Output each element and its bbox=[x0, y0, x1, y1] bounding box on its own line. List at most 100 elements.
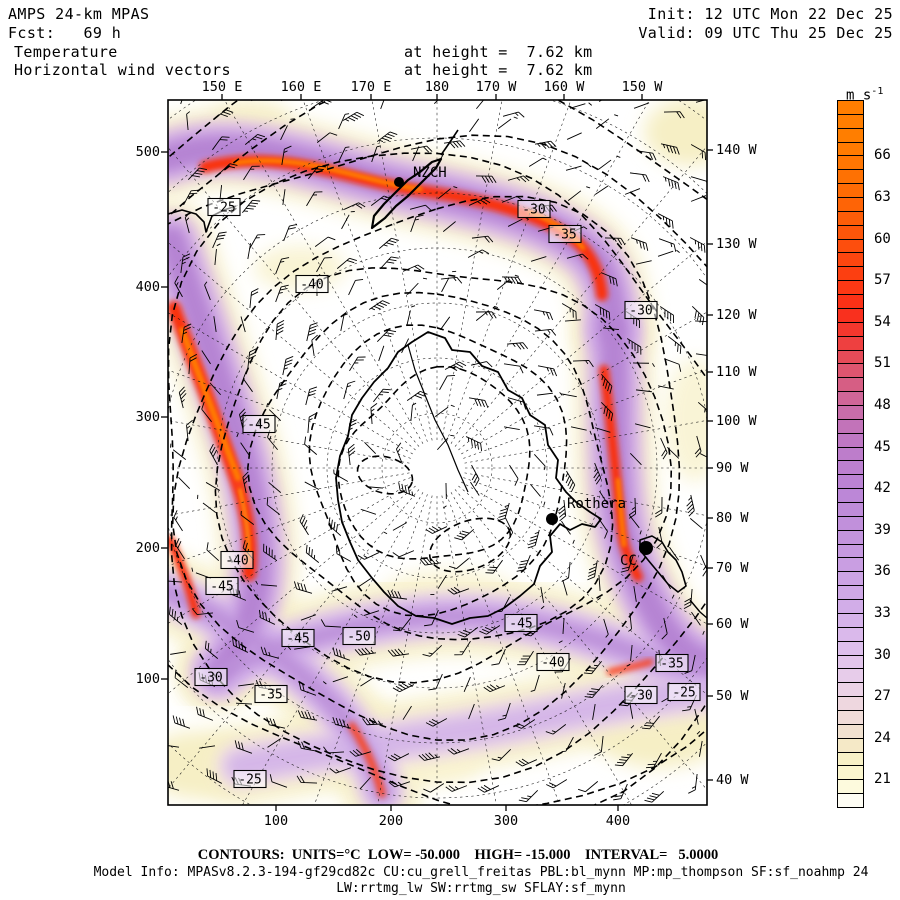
colorbar-cell bbox=[837, 210, 864, 226]
colorbar-cell bbox=[837, 127, 864, 143]
contour-label: -35 bbox=[548, 224, 582, 244]
svg-text:-30: -30 bbox=[199, 671, 222, 686]
colorbar-cell bbox=[837, 363, 864, 379]
svg-text:-50: -50 bbox=[347, 630, 370, 645]
x-axis-label: 100 bbox=[263, 813, 289, 829]
colorbar-cell bbox=[837, 224, 864, 240]
colorbar-cell bbox=[837, 418, 864, 434]
y-axis-label: 500 bbox=[135, 144, 160, 160]
colorbar-cell bbox=[837, 599, 864, 614]
colorbar-cell bbox=[837, 751, 864, 767]
colorbar-cell bbox=[837, 252, 864, 268]
station-marker bbox=[546, 513, 558, 525]
colorbar-tick-label: 63 bbox=[874, 189, 891, 206]
colorbar-cell bbox=[837, 183, 864, 199]
init-time: Init: 12 UTC Mon 22 Dec 25 bbox=[647, 5, 893, 23]
contour-label: -30 bbox=[194, 667, 228, 687]
svg-text:-35: -35 bbox=[553, 228, 576, 243]
contour-label: -25 bbox=[207, 197, 241, 217]
lon-label-top: 150 E bbox=[201, 79, 243, 95]
colorbar-cell bbox=[837, 640, 864, 656]
svg-text:-45: -45 bbox=[286, 632, 309, 647]
page-title: AMPS 24-km MPAS bbox=[8, 5, 150, 23]
contour-label: -40 bbox=[220, 550, 254, 570]
svg-text:-30: -30 bbox=[629, 304, 652, 319]
contour-label: -45 bbox=[205, 576, 239, 596]
colorbar-cell bbox=[837, 723, 864, 739]
lon-label-right: 110 W bbox=[716, 364, 757, 380]
svg-text:-40: -40 bbox=[541, 656, 564, 671]
svg-text:-25: -25 bbox=[212, 201, 235, 216]
height-label-2: at height = 7.62 km bbox=[404, 61, 593, 79]
lon-label-right: 40 W bbox=[716, 772, 749, 788]
lon-label-top: 170 W bbox=[475, 79, 517, 95]
colorbar-cell bbox=[837, 529, 864, 545]
colorbar-tick-label: 48 bbox=[874, 396, 891, 413]
colorbar-cell bbox=[837, 238, 864, 254]
colorbar-cell bbox=[837, 654, 864, 670]
colorbar-cell bbox=[837, 488, 864, 504]
station-label: Rothera bbox=[567, 496, 626, 512]
lon-label-top: 180 bbox=[424, 79, 450, 95]
colorbar-cell bbox=[837, 543, 864, 559]
contour-label: -30 bbox=[624, 300, 658, 320]
colorbar-tick-label: 30 bbox=[874, 646, 891, 663]
lon-label-right: 130 W bbox=[716, 236, 757, 252]
colorbar-cell bbox=[837, 668, 864, 684]
field-wind: Horizontal wind vectors bbox=[14, 61, 231, 79]
colorbar-cell bbox=[837, 765, 864, 781]
colorbar-tick-label: 24 bbox=[874, 729, 891, 746]
colorbar-cell bbox=[837, 432, 864, 448]
lon-label-right: 90 W bbox=[716, 460, 749, 476]
colorbar-cell bbox=[837, 404, 864, 420]
contour-label: -45 bbox=[242, 414, 276, 434]
field-temperature: Temperature bbox=[14, 43, 118, 61]
lon-label-right: 60 W bbox=[716, 616, 749, 632]
colorbar-cell bbox=[837, 571, 864, 587]
contour-label: -35 bbox=[655, 653, 689, 673]
wind-speed-colorbar bbox=[837, 100, 864, 808]
contour-label: -45 bbox=[504, 613, 538, 633]
colorbar-cell bbox=[837, 515, 864, 531]
x-axis-label: 400 bbox=[605, 813, 631, 829]
svg-text:-35: -35 bbox=[660, 657, 683, 672]
lon-label-right: 120 W bbox=[716, 307, 757, 323]
svg-text:-45: -45 bbox=[247, 418, 270, 433]
colorbar-cell bbox=[837, 557, 864, 573]
lon-label-top: 160 W bbox=[543, 79, 585, 95]
svg-text:-30: -30 bbox=[522, 203, 545, 218]
contour-label: -35 bbox=[254, 684, 288, 704]
y-axis-label: 100 bbox=[135, 671, 160, 687]
lon-label-right: 140 W bbox=[716, 142, 757, 158]
colorbar-tick-label: 60 bbox=[874, 230, 891, 247]
station-label: CC bbox=[620, 553, 637, 569]
forecast-hour: Fcst: 69 h bbox=[8, 24, 122, 42]
colorbar-cell bbox=[837, 307, 864, 323]
svg-text:-25: -25 bbox=[238, 773, 261, 788]
colorbar-cell bbox=[837, 612, 864, 628]
lon-label-top: 160 E bbox=[280, 79, 322, 95]
contour-label: -30 bbox=[517, 199, 551, 219]
colorbar-units: m s-1 bbox=[846, 86, 884, 104]
colorbar-cell bbox=[837, 294, 864, 309]
station-label: NZCH bbox=[413, 165, 447, 181]
svg-text:-45: -45 bbox=[509, 617, 532, 632]
contour-label: -50 bbox=[342, 626, 376, 646]
svg-text:-30: -30 bbox=[629, 689, 652, 704]
lon-label-right: 80 W bbox=[716, 510, 749, 526]
contour-info-line: CONTOURS: UNITS=°C LOW= -50.000 HIGH= -1… bbox=[197, 847, 719, 863]
colorbar-cell bbox=[837, 155, 864, 171]
colorbar-cell bbox=[837, 391, 864, 406]
stations: NZCH Rothera CC bbox=[394, 165, 653, 569]
physics-info-line: LW:rrtmg_lw SW:rrtmg_sw SFLAY:sf_mynn bbox=[336, 881, 626, 896]
colorbar-cell bbox=[837, 335, 864, 351]
svg-text:-40: -40 bbox=[225, 554, 248, 569]
contour-label-boxes: -25 -40 -30 -35 -30 -45 -40 -45 -45 -50 -30 -35 -45 -… bbox=[194, 197, 701, 789]
lon-label-top: 150 W bbox=[621, 79, 663, 95]
colorbar-cell bbox=[837, 502, 864, 517]
colorbar-cell bbox=[837, 626, 864, 642]
colorbar-tick-label: 57 bbox=[874, 272, 891, 289]
colorbar-cell bbox=[837, 280, 864, 296]
